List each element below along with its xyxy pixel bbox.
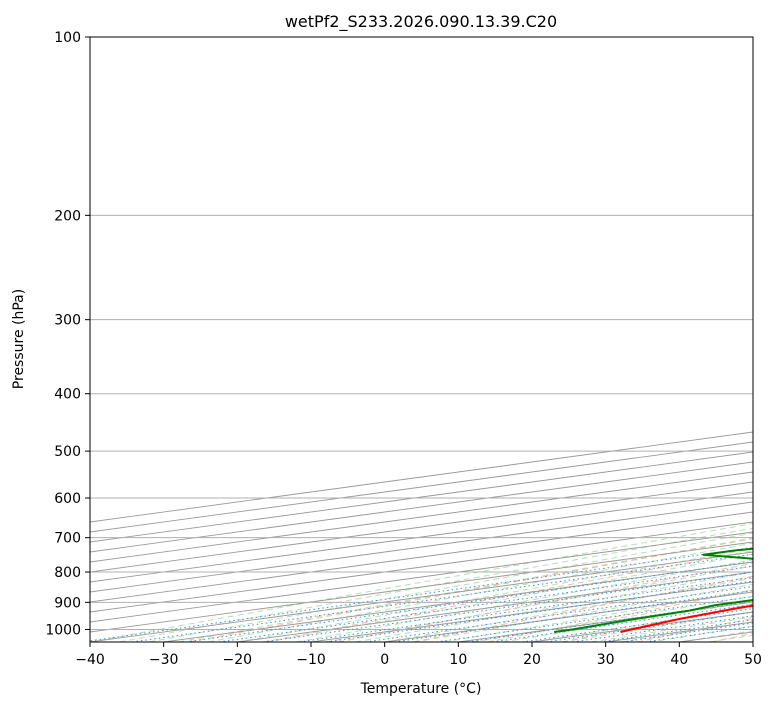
isotherm-line <box>90 491 753 583</box>
y-tick-label: 500 <box>54 444 81 460</box>
y-tick-label: 600 <box>54 491 81 507</box>
x-tick-label: 30 <box>597 652 615 668</box>
x-tick-label: −10 <box>296 652 326 668</box>
x-tick-label: −40 <box>75 652 105 668</box>
y-axis-title: Pressure (hPa) <box>11 289 27 389</box>
plot-area <box>90 37 753 642</box>
isotherm-line <box>90 481 753 573</box>
x-tick-label: 50 <box>744 652 762 668</box>
dry-adiabat-line <box>188 538 753 642</box>
y-tick-label: 800 <box>54 565 81 581</box>
isotherm-line <box>90 511 753 603</box>
x-tick-label: −20 <box>223 652 253 668</box>
isotherm-line <box>90 531 753 623</box>
mixing-ratio-line <box>262 571 753 642</box>
isotherm-line <box>90 501 753 593</box>
x-tick-label: 0 <box>380 652 389 668</box>
moist-adiabat-line <box>237 548 753 642</box>
y-tick-label: 400 <box>54 387 81 403</box>
x-axis-title: Temperature (°C) <box>360 681 482 697</box>
x-tick-label: 40 <box>670 652 688 668</box>
plot-frame <box>89 36 754 643</box>
chart-title: wetPf2_S233.2026.090.13.39.C20 <box>285 12 557 32</box>
moist-adiabat-line <box>90 523 753 642</box>
y-tick-label: 900 <box>54 595 81 611</box>
mixing-ratio-line <box>299 576 753 642</box>
moist-adiabat-line <box>178 537 753 642</box>
x-tick-label: 10 <box>449 652 467 668</box>
mixing-ratio-line <box>185 561 753 642</box>
mixing-ratio-line <box>131 553 753 642</box>
y-tick-label: 200 <box>54 208 81 224</box>
y-tick-label: 300 <box>54 313 81 329</box>
isotherm-line <box>90 461 753 553</box>
axis-ticks: -100-90-80-70-60-50-40-30-20-10010203040… <box>45 30 762 668</box>
x-tick-label: −30 <box>149 652 179 668</box>
y-tick-label: 700 <box>54 531 81 547</box>
isotherm-line <box>90 451 753 543</box>
isotherm-line <box>90 471 753 563</box>
dry-adiabat-line <box>338 562 753 642</box>
moist-adiabat-line <box>443 589 753 642</box>
mixing-ratio-line <box>218 565 753 642</box>
isotherm-line <box>90 521 753 613</box>
dry-adiabat-line <box>412 575 753 642</box>
moist-adiabat-line <box>325 565 753 642</box>
x-tick-label: 20 <box>523 652 541 668</box>
y-tick-label: 1000 <box>45 622 81 638</box>
y-tick-label: 100 <box>54 30 81 46</box>
